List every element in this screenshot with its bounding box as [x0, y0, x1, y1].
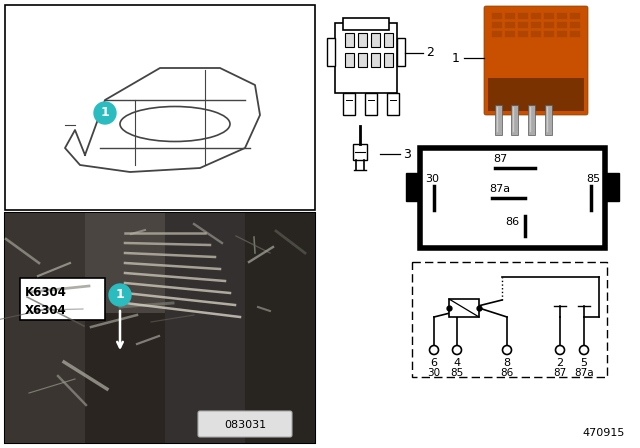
Bar [570, 22, 580, 28]
Circle shape [429, 345, 438, 354]
Bar [518, 22, 528, 28]
Bar [384, 33, 393, 47]
Text: 85: 85 [586, 174, 600, 184]
Bar [85, 213, 165, 313]
Bar [511, 105, 518, 135]
Text: 3: 3 [403, 147, 411, 160]
Text: 30: 30 [428, 368, 440, 378]
Text: 083031: 083031 [224, 420, 266, 430]
Bar [353, 144, 367, 160]
Text: 6: 6 [431, 358, 438, 368]
Bar [397, 38, 405, 66]
Bar [420, 148, 605, 248]
Bar [531, 13, 541, 19]
Bar [165, 213, 245, 443]
Text: K6304: K6304 [25, 287, 67, 300]
Circle shape [502, 345, 511, 354]
Bar [505, 13, 515, 19]
Circle shape [452, 345, 461, 354]
Bar [406, 173, 420, 201]
Bar [531, 31, 541, 37]
Bar [449, 299, 479, 317]
Text: 1: 1 [116, 289, 124, 302]
Bar [545, 105, 552, 135]
Bar [343, 18, 389, 30]
Bar [544, 22, 554, 28]
Bar [85, 313, 165, 443]
Bar [245, 213, 315, 443]
Bar [544, 13, 554, 19]
Bar [335, 23, 397, 93]
Text: 86: 86 [500, 368, 514, 378]
Bar [327, 38, 335, 66]
Text: 86: 86 [505, 217, 519, 227]
Bar [570, 31, 580, 37]
Text: 470915: 470915 [582, 428, 625, 438]
Text: 2: 2 [556, 358, 564, 368]
Bar [518, 31, 528, 37]
Text: 1: 1 [100, 107, 109, 120]
Text: 87: 87 [493, 154, 508, 164]
Bar [384, 53, 393, 67]
Bar [505, 22, 515, 28]
Circle shape [109, 284, 131, 306]
Text: 30: 30 [425, 174, 439, 184]
Bar [5, 5, 315, 210]
Circle shape [579, 345, 589, 354]
Bar [5, 213, 85, 443]
Bar [528, 105, 535, 135]
Bar [495, 105, 502, 135]
Bar [371, 53, 380, 67]
Bar [557, 31, 567, 37]
Text: 1: 1 [452, 52, 460, 65]
Bar [371, 33, 380, 47]
Bar [544, 31, 554, 37]
Text: 87a: 87a [489, 184, 510, 194]
Bar [505, 31, 515, 37]
Bar [5, 213, 315, 443]
Bar [343, 93, 355, 115]
Bar [412, 262, 607, 377]
Bar [492, 31, 502, 37]
Text: 5: 5 [580, 358, 588, 368]
Text: 2: 2 [426, 47, 434, 60]
Bar [531, 22, 541, 28]
Bar [492, 22, 502, 28]
Bar [345, 33, 354, 47]
Text: 87: 87 [554, 368, 566, 378]
Circle shape [94, 102, 116, 124]
Bar [387, 93, 399, 115]
Circle shape [556, 345, 564, 354]
Text: 85: 85 [451, 368, 463, 378]
Bar [365, 93, 377, 115]
Text: X6304: X6304 [25, 303, 67, 316]
FancyBboxPatch shape [198, 411, 292, 437]
Bar [488, 78, 584, 111]
Text: 4: 4 [453, 358, 461, 368]
Bar [605, 173, 619, 201]
Bar [358, 33, 367, 47]
Bar [557, 13, 567, 19]
Bar [557, 22, 567, 28]
Bar [358, 53, 367, 67]
Text: 8: 8 [504, 358, 511, 368]
Text: 87a: 87a [574, 368, 594, 378]
FancyBboxPatch shape [484, 6, 588, 115]
Bar [570, 13, 580, 19]
Bar [345, 53, 354, 67]
Bar [492, 13, 502, 19]
Bar [20, 278, 105, 320]
Bar [518, 13, 528, 19]
